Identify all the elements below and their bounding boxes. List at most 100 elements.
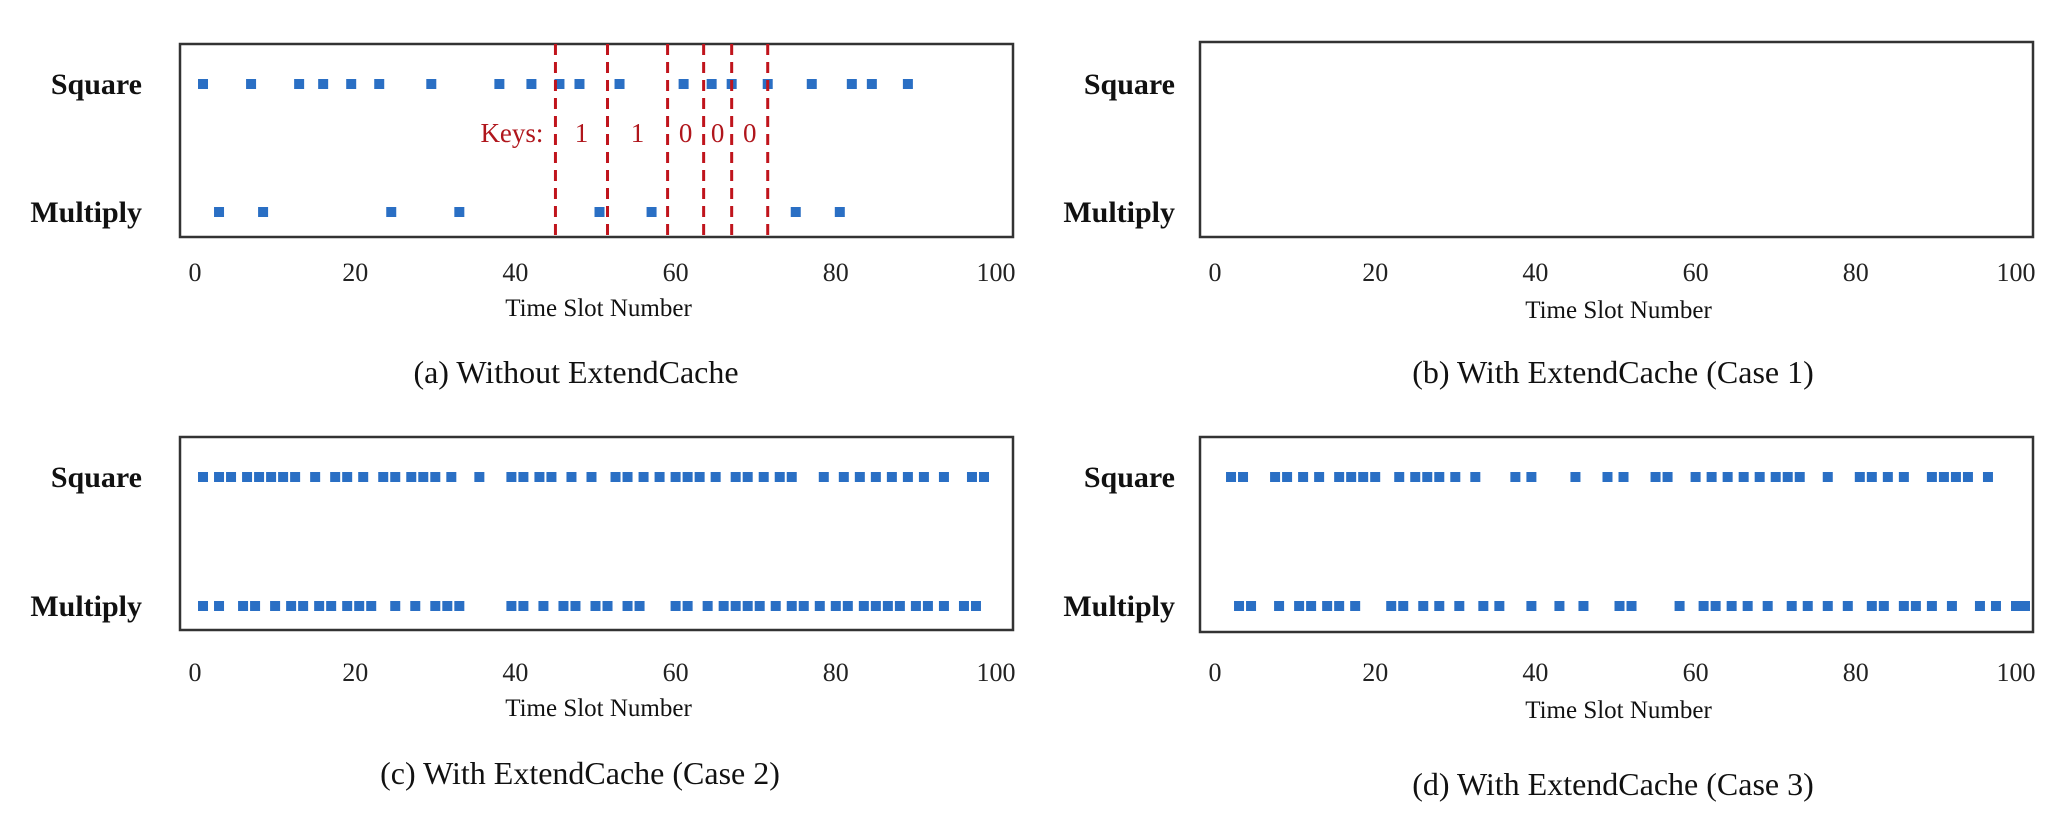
panel-caption: (c) With ExtendCache (Case 2) [380, 755, 780, 791]
data-point-multiply [454, 207, 465, 217]
data-point-square [610, 472, 621, 482]
data-point-multiply [670, 601, 681, 611]
plot-area-frame [1198, 435, 2035, 634]
key-bit: 1 [631, 118, 645, 148]
data-point-multiply [250, 601, 261, 611]
data-point-multiply [342, 601, 353, 611]
data-point-square [378, 472, 389, 482]
data-point-multiply [1398, 601, 1409, 611]
data-point-multiply [634, 601, 645, 611]
data-point-multiply [594, 207, 605, 217]
data-point-square [902, 79, 913, 89]
data-point-multiply [366, 601, 377, 611]
data-point-square [554, 79, 565, 89]
x-tick-label: 20 [1362, 258, 1388, 287]
data-point-square [1602, 472, 1613, 482]
data-point-multiply [882, 601, 893, 611]
data-point-multiply [1526, 601, 1537, 611]
data-point-square [278, 472, 289, 482]
data-point-multiply [214, 207, 225, 217]
key-bit: 1 [575, 118, 589, 148]
data-point-square [1822, 472, 1833, 482]
data-point-multiply [198, 601, 209, 611]
data-point-square [1962, 472, 1973, 482]
data-point-multiply [1434, 601, 1445, 611]
data-point-square [1450, 472, 1461, 482]
data-point-square [518, 472, 529, 482]
data-point-square [1282, 472, 1293, 482]
data-point-square [1982, 472, 1993, 482]
data-point-square [1882, 472, 1893, 482]
data-point-multiply [938, 601, 949, 611]
row-label-square: Square [1084, 68, 1175, 101]
data-point-square [566, 472, 577, 482]
data-point-square [730, 472, 741, 482]
data-point-square [1722, 472, 1733, 482]
data-point-square [846, 79, 857, 89]
data-point-square [310, 472, 321, 482]
data-point-square [886, 472, 897, 482]
data-point-square [682, 472, 693, 482]
data-point-square [430, 472, 441, 482]
data-point-square [806, 79, 817, 89]
data-point-square [290, 472, 301, 482]
data-point-multiply [922, 601, 933, 611]
data-point-multiply [1910, 601, 1921, 611]
data-point-square [494, 79, 505, 89]
data-point-square [1738, 472, 1749, 482]
data-point-square [1770, 472, 1781, 482]
row-label-multiply: Multiply [30, 590, 142, 623]
data-point-square [1754, 472, 1765, 482]
data-point-square [614, 79, 625, 89]
data-point-multiply [354, 601, 365, 611]
data-point-square [534, 472, 545, 482]
x-tick-label: 80 [823, 658, 849, 687]
data-point-multiply [870, 601, 881, 611]
data-point-multiply [570, 601, 581, 611]
data-point-square [678, 79, 689, 89]
row-label-square: Square [51, 461, 142, 494]
data-point-multiply [958, 601, 969, 611]
x-tick-label: 60 [663, 258, 689, 287]
data-point-square [246, 79, 257, 89]
data-point-multiply [1334, 601, 1345, 611]
data-point-square [506, 472, 517, 482]
data-point-square [474, 472, 485, 482]
x-tick-label: 20 [1362, 658, 1388, 687]
data-point-square [818, 472, 829, 482]
data-point-square [1782, 472, 1793, 482]
panel-caption: (a) Without ExtendCache [413, 354, 738, 390]
data-point-square [1422, 472, 1433, 482]
data-point-square [1470, 472, 1481, 482]
data-point-square [758, 472, 769, 482]
data-point-multiply [1234, 601, 1245, 611]
row-label-multiply: Multiply [1063, 590, 1175, 623]
data-point-square [838, 472, 849, 482]
data-point-multiply [754, 601, 765, 611]
x-axis-title: Time Slot Number [1525, 697, 1712, 724]
data-point-square [1434, 472, 1445, 482]
data-point-multiply [286, 601, 297, 611]
data-point-square [1690, 472, 1701, 482]
data-point-multiply [790, 207, 801, 217]
data-point-square [426, 79, 437, 89]
data-point-square [1358, 472, 1369, 482]
x-tick-label: 60 [1683, 658, 1709, 687]
data-point-multiply [1990, 601, 2001, 611]
x-tick-label: 80 [1843, 658, 1869, 687]
data-point-multiply [1762, 601, 1773, 611]
data-point-multiply [258, 207, 269, 217]
data-point-square [1662, 472, 1673, 482]
data-point-square [526, 79, 537, 89]
x-tick-label: 100 [977, 658, 1016, 687]
x-tick-label: 20 [342, 258, 368, 287]
x-tick-label: 60 [1683, 258, 1709, 287]
x-tick-label: 100 [977, 258, 1016, 287]
x-tick-label: 0 [189, 658, 202, 687]
panel-caption: (d) With ExtendCache (Case 3) [1412, 766, 1814, 802]
data-point-multiply [558, 601, 569, 611]
data-point-square [374, 79, 385, 89]
data-point-multiply [1246, 601, 1257, 611]
x-tick-label: 80 [1843, 258, 1869, 287]
